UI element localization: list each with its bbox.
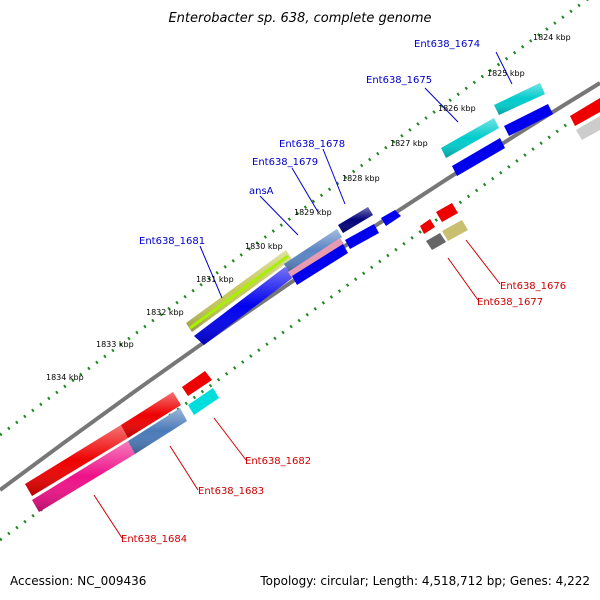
tick-1829: 1829 kbp (294, 208, 332, 217)
label-leaders (93, 51, 513, 539)
gene-edge-gray[interactable] (576, 116, 600, 140)
gene-shading (25, 425, 128, 496)
gene-ent638-1676[interactable] (442, 220, 468, 241)
label-ent638-1682[interactable]: Ent638_1682 (245, 456, 311, 467)
gene-shading (284, 229, 342, 272)
label-ent638-1676[interactable]: Ent638_1676 (500, 281, 566, 292)
label-ent638-1677[interactable]: Ent638_1677 (477, 297, 543, 308)
gene-shading (128, 408, 187, 454)
gene-ent638-1677[interactable] (426, 233, 446, 250)
gene-ent638-1678-c[interactable] (345, 224, 379, 249)
label-ent638-1681[interactable]: Ent638_1681 (139, 236, 205, 247)
tick-1832: 1832 kbp (146, 308, 184, 317)
map-title: Enterobacter sp. 638, complete genome (168, 11, 431, 26)
label-ent638-1684[interactable]: Ent638_1684 (121, 534, 187, 545)
gene-labels: Ent638_1674 Ent638_1675 Ent638_1678 Ent6… (121, 39, 566, 545)
gene-shading (194, 267, 295, 345)
tick-1834: 1834 kbp (46, 373, 84, 382)
gene-edge-red[interactable] (570, 98, 600, 126)
accession-text: Accession: NC_009436 (10, 574, 147, 588)
gene-ent638-1676-a[interactable] (436, 203, 458, 222)
tick-1824: 1824 kbp (533, 33, 571, 42)
gene-shading (32, 441, 135, 512)
reverse-strand-track (25, 203, 468, 512)
gene-shading (338, 207, 373, 233)
gene-shading (121, 392, 181, 438)
label-ent638-1674[interactable]: Ent638_1674 (414, 39, 480, 50)
label-ent638-1683[interactable]: Ent638_1683 (198, 486, 264, 497)
gene-ent638-1675-b[interactable] (452, 138, 505, 176)
tick-1826: 1826 kbp (438, 104, 476, 113)
label-ent638-1679[interactable]: Ent638_1679 (252, 157, 318, 168)
gene-ent638-1682-a[interactable] (182, 371, 212, 396)
tick-1825: 1825 kbp (487, 69, 525, 78)
gene-ansa-highlight (189, 254, 289, 330)
label-ansa[interactable]: ansA (249, 186, 274, 197)
outer-tick-ring (0, 0, 589, 437)
label-ent638-1675[interactable]: Ent638_1675 (366, 75, 432, 86)
tick-1828: 1828 kbp (342, 174, 380, 183)
gene-ent638-1677-small[interactable] (420, 219, 435, 234)
tick-1830: 1830 kbp (245, 242, 283, 251)
gene-ent638-1677-fwd[interactable] (381, 210, 401, 226)
label-ent638-1678[interactable]: Ent638_1678 (279, 139, 345, 150)
genome-summary: Topology: circular; Length: 4,518,712 bp… (260, 574, 590, 588)
gene-ent638-1674-b[interactable] (504, 104, 553, 136)
gene-ent638-1682[interactable] (188, 388, 219, 415)
tick-1831: 1831 kbp (196, 275, 234, 284)
gene-shading (494, 83, 545, 115)
gene-ent638-1678-b[interactable] (292, 244, 348, 285)
gene-ent638-1679-b[interactable] (288, 238, 344, 278)
gene-shading (441, 118, 499, 158)
tick-labels: 1824 kbp 1825 kbp 1826 kbp 1827 kbp 1828… (46, 33, 571, 382)
forward-strand-track (186, 83, 600, 345)
tick-1833: 1833 kbp (96, 340, 134, 349)
tick-1827: 1827 kbp (390, 139, 428, 148)
